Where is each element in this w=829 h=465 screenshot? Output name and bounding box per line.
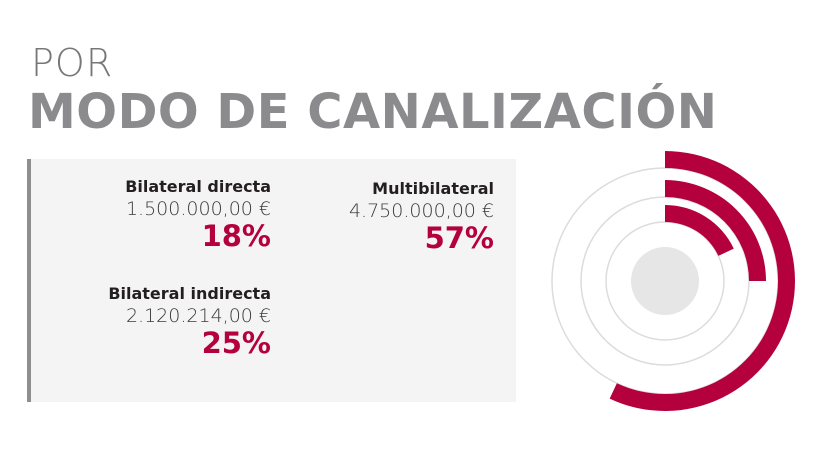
amount-value: 2.120.214,00 € [125, 305, 271, 328]
legend-panel: Bilateral directa 1.500.000,00 € 18% Mul… [27, 159, 516, 402]
amount-value: 4.750.000,00 € [348, 200, 494, 223]
radial-bar-chart [551, 151, 795, 411]
percent-label: 25% [201, 325, 271, 360]
legend-entry-bilateral-indirecta: Bilateral indirecta 2.120.214,00 € 25% [108, 284, 271, 358]
legend-entry-multibilateral: Multibilateral 4.750.000,00 € 57% [349, 179, 494, 253]
category-label: Multibilateral [372, 179, 494, 198]
title-line-1: POR [31, 41, 114, 85]
amount-value: 1.500.000,00 € [125, 198, 271, 221]
category-label: Bilateral indirecta [108, 284, 271, 303]
category-label: Bilateral directa [125, 177, 271, 196]
ring-bar-bilateral-directa [665, 205, 734, 256]
ring-bar-bilateral-indirecta [665, 180, 766, 281]
page-title: MODO DE CANALIZACIÓN [28, 84, 718, 140]
legend-entry-bilateral-directa: Bilateral directa 1.500.000,00 € 18% [125, 177, 271, 251]
center-disc [631, 247, 699, 315]
percent-label: 18% [201, 218, 271, 253]
percent-label: 57% [424, 220, 494, 255]
